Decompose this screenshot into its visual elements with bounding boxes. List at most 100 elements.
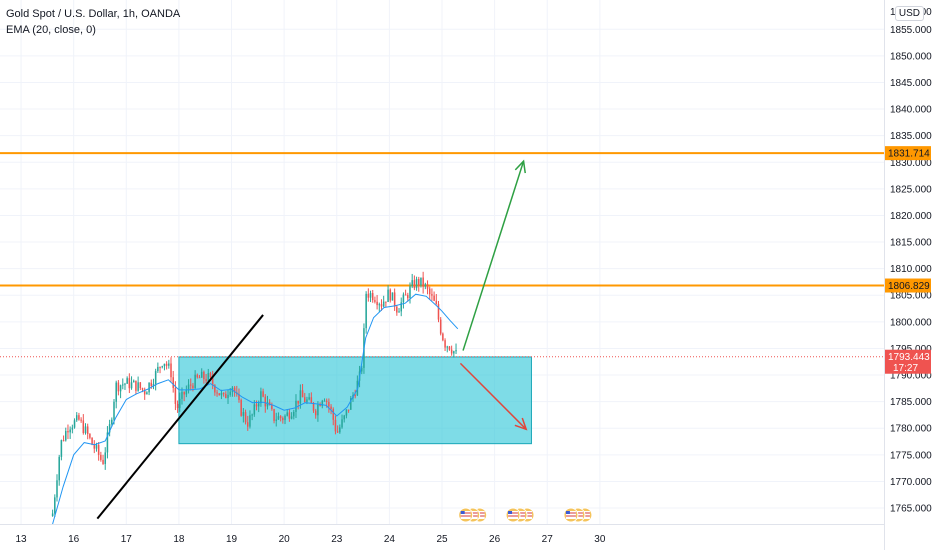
candle-body <box>314 410 317 416</box>
candle-body <box>119 385 122 392</box>
candle-body <box>428 288 431 295</box>
candle-body <box>227 394 229 399</box>
candle-body <box>150 382 153 387</box>
candle-body <box>277 416 280 420</box>
event-flag-icon <box>565 511 576 519</box>
price-tick-label: 1820.000 <box>890 211 932 222</box>
candle-body <box>170 363 172 378</box>
candle-body <box>279 416 282 419</box>
candle-body <box>301 390 304 398</box>
candle-body <box>242 412 245 416</box>
candle-body <box>431 294 433 296</box>
candle-body <box>396 306 398 313</box>
candle-body <box>91 437 93 445</box>
candle-body <box>297 400 299 404</box>
candle-body <box>347 409 350 411</box>
candle-body <box>409 286 411 299</box>
support-zone[interactable] <box>178 356 532 445</box>
candle-body <box>238 394 240 400</box>
candle-body <box>214 385 216 393</box>
candle-body <box>209 373 212 378</box>
candle-body <box>205 379 207 382</box>
candle-body <box>273 409 275 421</box>
candle-body <box>404 294 407 296</box>
candle-body <box>128 378 131 389</box>
candle-body <box>330 406 332 410</box>
candle-body <box>286 412 288 416</box>
candle-body <box>161 366 164 368</box>
time-axis[interactable]: 13 16 17 18 19 20 23 24 25 26 27 30 <box>0 524 884 550</box>
candle-body <box>143 389 146 395</box>
candle-body <box>343 415 345 420</box>
candle-body <box>152 383 155 387</box>
arrow-up-head <box>514 159 526 174</box>
candle-body <box>148 382 150 393</box>
current-price-label: 1793.443 <box>888 352 930 363</box>
candle-body <box>435 300 438 304</box>
candle-body <box>51 513 54 517</box>
candle-body <box>216 392 218 394</box>
candle-body <box>367 293 370 298</box>
candle-body <box>124 383 126 385</box>
time-tick-label: 13 <box>15 534 27 545</box>
candle-body <box>382 301 385 307</box>
candle-body <box>262 391 264 397</box>
arrow-down-shaft <box>459 362 527 430</box>
candle-body <box>450 349 453 354</box>
candle-body <box>257 403 260 407</box>
candle-body <box>139 382 142 389</box>
candle-body <box>299 390 302 404</box>
candle-body <box>130 382 133 389</box>
candle-body <box>60 440 63 457</box>
candle-body <box>200 371 203 378</box>
price-axis[interactable]: 1765.000 1770.000 1775.000 1780.000 1785.000… <box>884 0 932 550</box>
event-markers[interactable] <box>458 507 593 523</box>
candle-body <box>303 397 306 403</box>
candle-body <box>174 387 177 404</box>
indicator-label[interactable]: EMA (20, close, 0) <box>6 24 96 36</box>
symbol-title[interactable]: Gold Spot / U.S. Dollar, 1h, OANDA <box>6 8 181 20</box>
candle-body <box>387 289 389 302</box>
candle-body <box>253 404 256 415</box>
candle-body <box>455 350 457 352</box>
candle-body <box>172 377 174 388</box>
candle-body <box>176 403 179 409</box>
candle-body <box>141 388 144 390</box>
candle-body <box>400 302 402 312</box>
time-tick-label: 24 <box>384 534 396 545</box>
price-tick-label: 1850.000 <box>890 51 932 62</box>
arrow-up-shaft <box>462 160 525 351</box>
zone-rect <box>178 356 532 445</box>
trendline <box>96 314 264 520</box>
candle-body <box>442 333 444 341</box>
candle-body <box>69 429 71 433</box>
candle-body <box>249 415 251 427</box>
drawings[interactable] <box>96 159 528 520</box>
candle-body <box>393 292 396 307</box>
candle-body <box>317 404 319 416</box>
candle-body <box>78 415 80 420</box>
candle-body <box>211 377 214 386</box>
event-flag-icon <box>460 511 465 514</box>
candle-body <box>62 440 65 442</box>
candle-body <box>135 380 137 391</box>
candle-body <box>179 398 181 409</box>
candle-body <box>422 277 424 287</box>
candle-body <box>157 366 159 372</box>
chart-legend: Gold Spot / U.S. Dollar, 1h, OANDA EMA (… <box>6 6 180 38</box>
candle-body <box>437 303 440 320</box>
price-tick-label: 1775.000 <box>890 450 932 461</box>
candle-body <box>378 304 381 306</box>
candle-body <box>271 404 273 410</box>
horizontal-levels[interactable] <box>0 152 884 287</box>
price-tick-label: 1780.000 <box>890 424 932 435</box>
candle-body <box>67 431 69 433</box>
candle-body <box>163 363 166 367</box>
candle-body <box>350 398 352 410</box>
candle-body <box>203 371 205 380</box>
currency-badge[interactable]: USD <box>894 6 924 21</box>
price-tick-label: 1825.000 <box>890 184 932 195</box>
candle-body <box>251 414 253 416</box>
candle-body <box>65 431 67 441</box>
